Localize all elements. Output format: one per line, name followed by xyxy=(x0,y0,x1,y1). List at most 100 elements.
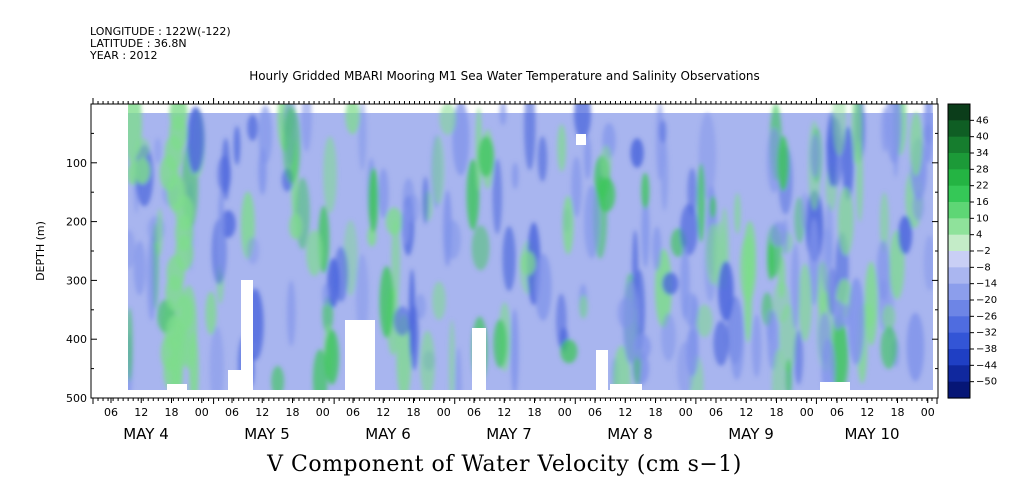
x-tick-label: 18 xyxy=(286,406,300,419)
field-blob xyxy=(378,168,389,219)
field-blob xyxy=(355,253,369,339)
colorbar-label: −38 xyxy=(976,344,997,355)
field-blob xyxy=(880,326,898,369)
field-blob xyxy=(282,106,301,184)
field-blob xyxy=(677,341,694,397)
x-tick-label: 06 xyxy=(588,406,602,419)
field-blob xyxy=(534,253,552,321)
field-blob xyxy=(289,213,302,240)
field-blob xyxy=(324,329,339,385)
field-blob xyxy=(838,303,851,327)
field-blob xyxy=(906,312,925,382)
field-blob xyxy=(334,246,349,302)
field-blob xyxy=(785,358,792,398)
field-blob xyxy=(683,292,699,327)
field-blob xyxy=(630,138,644,168)
field-blob xyxy=(154,137,162,164)
colorbar-swatch xyxy=(948,283,970,301)
colorbar-swatch xyxy=(948,136,970,154)
field-blob xyxy=(163,355,182,391)
field-blob xyxy=(791,243,800,330)
field-blob xyxy=(680,203,698,256)
field-blob xyxy=(766,127,782,193)
x-tick-label: 12 xyxy=(618,406,632,419)
colorbar-label: −44 xyxy=(976,360,997,371)
field-blob xyxy=(718,261,734,321)
field-blob xyxy=(323,136,337,214)
field-blob xyxy=(156,208,163,257)
colorbar-swatch xyxy=(948,349,970,366)
field-blob xyxy=(345,104,360,135)
field-blob xyxy=(766,309,774,343)
field-blob xyxy=(133,240,146,296)
colorbar-swatch xyxy=(948,381,970,399)
field-blob xyxy=(659,119,667,144)
field-blob xyxy=(312,349,328,398)
field-blob xyxy=(439,104,457,136)
field-blob xyxy=(187,106,205,173)
field-blob xyxy=(652,226,662,271)
field-blob xyxy=(218,186,225,276)
field-blob xyxy=(322,283,330,306)
colorbar-swatch xyxy=(948,120,970,138)
field-blob xyxy=(885,104,903,164)
x-tick-label: 12 xyxy=(860,406,874,419)
latitude-label: LATITUDE : 36.8N xyxy=(90,37,187,50)
missing-data xyxy=(610,384,642,390)
x-tick-label: 12 xyxy=(134,406,148,419)
missing-data xyxy=(576,134,586,145)
x-day-label: MAY 6 xyxy=(365,425,411,443)
missing-data xyxy=(241,280,253,390)
x-tick-label: 00 xyxy=(437,406,451,419)
x-tick-label: 12 xyxy=(739,406,753,419)
field-blob xyxy=(734,192,741,234)
field-blob xyxy=(924,104,934,164)
y-tick-label: 400 xyxy=(66,333,87,346)
field-blob xyxy=(662,272,679,295)
x-tick-label: 00 xyxy=(679,406,693,419)
field-blob xyxy=(597,177,616,212)
colorbar-swatch xyxy=(948,202,970,219)
x-tick-label: 06 xyxy=(346,406,360,419)
field-blob xyxy=(751,314,762,378)
x-tick-label: 18 xyxy=(891,406,905,419)
field-blob xyxy=(713,320,729,366)
field-blob xyxy=(271,365,285,397)
field-blob xyxy=(537,136,548,182)
field-blob xyxy=(848,277,865,365)
y-tick-label: 200 xyxy=(66,216,87,229)
field-blob xyxy=(524,104,536,171)
longitude-label: LONGITUDE : 122W(-122) xyxy=(90,25,231,38)
field-blob xyxy=(777,136,789,191)
field-blob xyxy=(729,301,745,380)
x-tick-label: 06 xyxy=(709,406,723,419)
field-blob xyxy=(448,319,455,398)
x-day-label: MAY 8 xyxy=(607,425,653,443)
field-blob xyxy=(579,294,588,319)
colorbar-swatch xyxy=(948,218,970,236)
field-blob xyxy=(879,192,889,254)
x-tick-label: 00 xyxy=(800,406,814,419)
missing-data xyxy=(820,382,850,390)
x-tick-label: 18 xyxy=(407,406,421,419)
x-tick-label: 06 xyxy=(104,406,118,419)
field-blob xyxy=(520,251,536,276)
y-tick-label: 100 xyxy=(66,157,87,170)
colorbar-label: −50 xyxy=(976,377,997,388)
field-blob xyxy=(209,326,224,398)
colorbar-swatch xyxy=(948,104,970,121)
x-tick-label: 18 xyxy=(649,406,663,419)
field-blob xyxy=(147,235,157,321)
field-blob xyxy=(820,227,834,293)
field-blob xyxy=(772,281,791,323)
colorbar-label: 4 xyxy=(976,230,982,241)
field-blob xyxy=(838,187,854,256)
colorbar-swatch xyxy=(948,153,970,170)
colorbar-swatch xyxy=(948,316,970,334)
field-blob xyxy=(661,313,676,362)
field-blob xyxy=(617,297,635,329)
missing-data xyxy=(472,328,486,390)
x-day-label: MAY 7 xyxy=(486,425,532,443)
field-blob xyxy=(136,138,150,159)
field-blob xyxy=(422,176,429,225)
